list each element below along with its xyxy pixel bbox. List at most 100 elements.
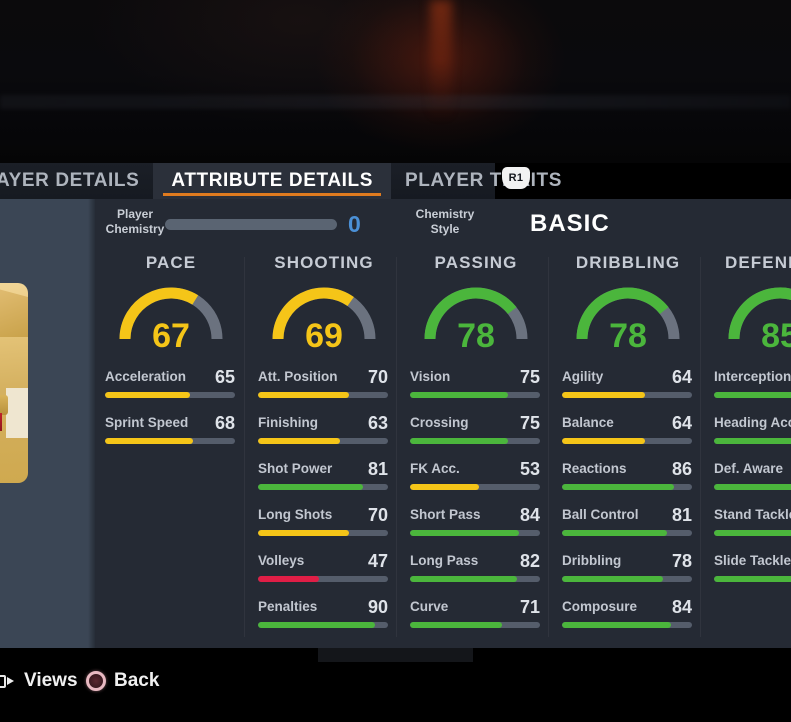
stat-row: Vision 75: [400, 367, 552, 415]
stat-value: 65: [214, 367, 235, 387]
stat-bar-fill: [562, 530, 668, 536]
views-label: Views: [24, 670, 78, 691]
stat-bar-fill: [562, 438, 646, 444]
stat-row: Acceleration 65: [95, 367, 247, 415]
tab-list: AYER DETAILS ATTRIBUTE DETAILS PLAYER TRAI…: [0, 163, 576, 199]
backdrop-light-strip: [0, 95, 791, 109]
stat-label: Volleys: [258, 553, 305, 568]
stat-bar-track: [562, 576, 692, 582]
stat-bar-fill: [258, 392, 349, 398]
back-button[interactable]: Back: [86, 670, 159, 692]
stat-row: Dribbling 78: [552, 551, 704, 599]
stat-bar-fill: [562, 392, 646, 398]
stat-row: Reactions 86: [552, 459, 704, 507]
tab-player-traits[interactable]: PLAYER TRAITS: [391, 163, 576, 199]
attribute-column-pace: PACE 67 Acceleration 65 Sprint Speed 68: [95, 253, 247, 461]
card-shoulder-shape: [0, 283, 28, 337]
stat-bar-track: [714, 392, 791, 398]
card-kit-accent: [0, 413, 2, 431]
stat-bar-track: [410, 622, 540, 628]
stat-bar-fill: [562, 622, 672, 628]
chemistry-row: Player Chemistry 0 Chemistry Style BASIC: [95, 199, 791, 253]
stat-row: Long Pass 82: [400, 551, 552, 599]
player-card-thumbnail[interactable]: [0, 283, 28, 483]
r1-bumper-icon[interactable]: R1: [502, 167, 530, 189]
stat-value: 81: [671, 505, 692, 525]
stat-value: 84: [519, 505, 540, 525]
stat-bar-fill: [410, 392, 508, 398]
stat-bar-track: [562, 392, 692, 398]
stat-label: Crossing: [410, 415, 469, 430]
attribute-columns: PACE 67 Acceleration 65 Sprint Speed 68 SHOOTI…: [95, 253, 791, 648]
stat-label: Shot Power: [258, 461, 333, 476]
stat-value: 86: [671, 459, 692, 479]
stat-label: Penalties: [258, 599, 318, 614]
stat-bar-fill: [410, 622, 503, 628]
stat-value: 84: [671, 597, 692, 617]
stat-list-shooting: Att. Position 70 Finishing 63 Shot Power 81 Lo…: [248, 367, 400, 645]
stat-bar-track: [258, 392, 388, 398]
stat-bar-track: [410, 438, 540, 444]
stat-row: Curve 71: [400, 597, 552, 645]
stat-bar-track: [410, 576, 540, 582]
gauge-value-defending: 85: [761, 317, 791, 355]
stat-bar-track: [258, 484, 388, 490]
tab-player-traits-label: PLAYER TRAITS: [405, 170, 563, 191]
stat-row: Stand Tackle: [704, 507, 791, 553]
gauge-value-shooting: 69: [305, 317, 343, 355]
stat-bar-track: [562, 622, 692, 628]
stat-value: 70: [367, 505, 388, 525]
stat-value: 70: [367, 367, 388, 387]
gauge-pace: 67: [113, 285, 229, 353]
stat-value: 78: [671, 551, 692, 571]
stat-bar-track: [105, 392, 235, 398]
stat-label: Finishing: [258, 415, 318, 430]
stat-bar-fill: [258, 438, 340, 444]
stat-row: FK Acc. 53: [400, 459, 552, 507]
stat-list-passing: Vision 75 Crossing 75 FK Acc. 53 Short Pass 84 L…: [400, 367, 552, 645]
stat-row: Slide Tackle: [704, 553, 791, 599]
views-button[interactable]: Views: [0, 670, 78, 692]
stat-bar-fill: [562, 484, 674, 490]
gauge-value-pace: 67: [152, 317, 190, 355]
tab-attribute-details[interactable]: ATTRIBUTE DETAILS: [153, 163, 391, 199]
stat-label: FK Acc.: [410, 461, 460, 476]
stat-row: Balance 64: [552, 413, 704, 461]
attribute-column-dribbling: DRIBBLING 78 Agility 64 Balance 64 Reactions 86…: [552, 253, 704, 645]
stat-row: Volleys 47: [248, 551, 400, 599]
player-chemistry-value: 0: [348, 211, 361, 237]
stat-label: Acceleration: [105, 369, 187, 384]
gauge-defending: 85: [722, 285, 791, 353]
stat-label: Short Pass: [410, 507, 481, 522]
tab-bar-dark-fill: [495, 163, 791, 199]
stat-label: Interceptions: [714, 369, 791, 384]
attribute-column-defending: DEFENDING 85 Interceptions Heading Acc. Def.…: [704, 253, 791, 599]
stat-bar-fill: [258, 576, 320, 582]
stat-label: Ball Control: [562, 507, 639, 522]
stat-bar-fill: [258, 530, 349, 536]
tab-player-details[interactable]: AYER DETAILS: [0, 163, 153, 199]
stat-row: Heading Acc.: [704, 415, 791, 461]
stat-bar-track: [410, 530, 540, 536]
stat-label: Att. Position: [258, 369, 338, 384]
stat-bar-fill: [410, 576, 517, 582]
stat-value: 71: [519, 597, 540, 617]
bottom-bar-center-strip: [318, 648, 473, 662]
gauge-value-passing: 78: [457, 317, 495, 355]
stat-value: 75: [519, 413, 540, 433]
player-chemistry-bar: [165, 219, 337, 230]
stat-bar-fill: [410, 438, 508, 444]
gauge-value-dribbling: 78: [609, 317, 647, 355]
stat-label: Vision: [410, 369, 451, 384]
chemistry-style-value[interactable]: BASIC: [530, 210, 610, 237]
stat-row: Agility 64: [552, 367, 704, 415]
stat-bar-fill: [410, 484, 479, 490]
stat-value: 90: [367, 597, 388, 617]
chemistry-style-label: Chemistry Style: [415, 207, 475, 236]
column-title-defending: DEFENDING: [724, 253, 791, 272]
stat-list-defending: Interceptions Heading Acc. Def. Aware Stand…: [704, 369, 791, 599]
column-title-passing: PASSING: [434, 253, 518, 272]
stat-bar-track: [258, 438, 388, 444]
stat-bar-fill: [562, 576, 664, 582]
